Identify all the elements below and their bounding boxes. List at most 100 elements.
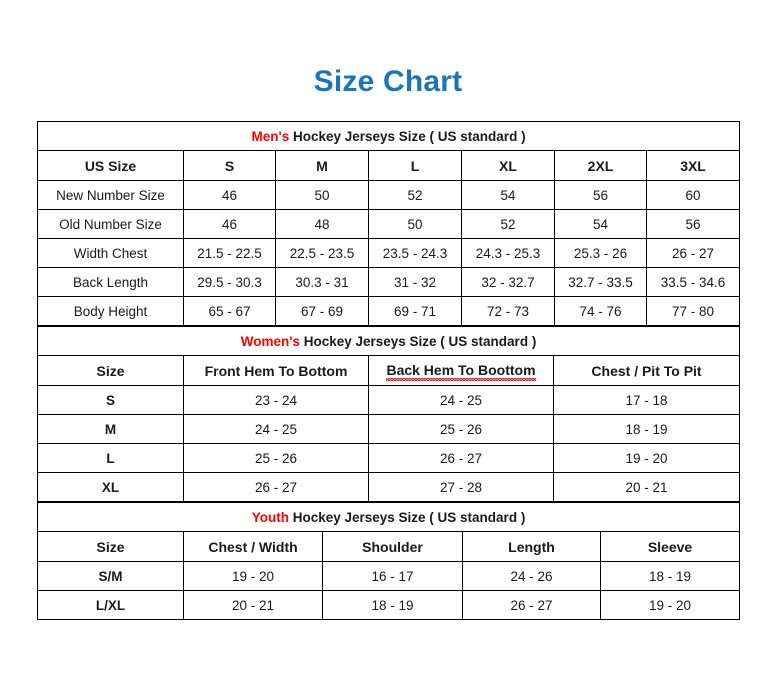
- mens-cell-0-2: 52: [368, 180, 462, 210]
- youth-col-header-1: Chest / Width: [183, 531, 323, 562]
- youth-banner-accent: Youth: [251, 509, 289, 525]
- womens-cell-2-0: 25 - 26: [183, 443, 369, 473]
- mens-cell-1-1: 48: [275, 209, 369, 239]
- youth-cell-1-3: 19 - 20: [599, 590, 741, 620]
- womens-col-header-0: Size: [37, 355, 184, 386]
- mens-cell-4-0: 65 - 67: [183, 296, 276, 326]
- womens-cell-3-1: 27 - 28: [368, 472, 554, 502]
- youth-cell-1-0: 20 - 21: [183, 590, 323, 620]
- mens-row-label-4: Body Height: [37, 296, 184, 326]
- youth-size-table: Youth Hockey Jerseys Size ( US standard …: [36, 502, 741, 620]
- table-row: Width Chest 21.5 - 22.5 22.5 - 23.5 23.5…: [37, 238, 741, 268]
- mens-cell-2-1: 22.5 - 23.5: [275, 238, 369, 268]
- womens-cell-0-1: 24 - 25: [368, 385, 554, 415]
- youth-cell-1-2: 26 - 27: [462, 590, 601, 620]
- womens-banner-rest: Hockey Jerseys Size ( US standard ): [299, 333, 537, 349]
- mens-size-table: Men's Hockey Jerseys Size ( US standard …: [36, 121, 741, 326]
- womens-cell-1-1: 25 - 26: [368, 414, 554, 444]
- mens-col-header-1: S: [183, 150, 276, 181]
- womens-column-header-row: Size Front Hem To Bottom Back Hem To Boo…: [37, 355, 741, 386]
- womens-col-header-1: Front Hem To Bottom: [183, 355, 369, 386]
- youth-section-banner: Youth Hockey Jerseys Size ( US standard …: [36, 502, 741, 532]
- mens-cell-0-4: 56: [554, 180, 647, 210]
- mens-section-banner: Men's Hockey Jerseys Size ( US standard …: [36, 121, 741, 151]
- youth-column-header-row: Size Chest / Width Shoulder Length Sleev…: [37, 531, 741, 562]
- youth-section-banner-row: Youth Hockey Jerseys Size ( US standard …: [36, 502, 741, 532]
- womens-cell-3-0: 26 - 27: [183, 472, 369, 502]
- mens-col-header-5: 2XL: [554, 150, 647, 181]
- mens-col-header-4: XL: [461, 150, 555, 181]
- mens-cell-4-4: 74 - 76: [554, 296, 647, 326]
- womens-row-label-1: M: [37, 414, 184, 444]
- table-row: Body Height 65 - 67 67 - 69 69 - 71 72 -…: [37, 296, 741, 326]
- mens-section-banner-row: Men's Hockey Jerseys Size ( US standard …: [36, 121, 741, 151]
- youth-cell-0-2: 24 - 26: [462, 561, 601, 591]
- table-row: S 23 - 24 24 - 25 17 - 18: [37, 385, 741, 415]
- misspelled-text: Back Hem To Boottom: [386, 362, 536, 381]
- mens-cell-4-2: 69 - 71: [368, 296, 462, 326]
- mens-cell-0-1: 50: [275, 180, 369, 210]
- womens-cell-3-2: 20 - 21: [552, 472, 741, 502]
- womens-cell-2-2: 19 - 20: [552, 443, 741, 473]
- womens-row-label-2: L: [37, 443, 184, 473]
- youth-cell-1-1: 18 - 19: [322, 590, 463, 620]
- mens-cell-2-0: 21.5 - 22.5: [183, 238, 276, 268]
- youth-cell-0-0: 19 - 20: [183, 561, 323, 591]
- table-row: L 25 - 26 26 - 27 19 - 20: [37, 443, 741, 473]
- youth-col-header-3: Length: [462, 531, 601, 562]
- mens-cell-4-3: 72 - 73: [461, 296, 555, 326]
- table-row: L/XL 20 - 21 18 - 19 26 - 27 19 - 20: [37, 590, 741, 620]
- table-row: Old Number Size 46 48 50 52 54 56: [37, 209, 741, 239]
- table-row: S/M 19 - 20 16 - 17 24 - 26 18 - 19: [37, 561, 741, 591]
- mens-row-label-1: Old Number Size: [37, 209, 184, 239]
- mens-row-label-0: New Number Size: [37, 180, 184, 210]
- mens-cell-4-5: 77 - 80: [645, 296, 741, 326]
- size-chart-table-container: Men's Hockey Jerseys Size ( US standard …: [36, 121, 741, 620]
- mens-cell-0-3: 54: [461, 180, 555, 210]
- mens-banner-accent: Men's: [251, 128, 290, 144]
- mens-cell-2-2: 23.5 - 24.3: [368, 238, 462, 268]
- womens-size-table: Women's Hockey Jerseys Size ( US standar…: [36, 326, 741, 502]
- womens-cell-0-0: 23 - 24: [183, 385, 369, 415]
- mens-col-header-3: L: [368, 150, 462, 181]
- youth-banner-rest: Hockey Jerseys Size ( US standard ): [288, 509, 526, 525]
- mens-cell-2-4: 25.3 - 26: [554, 238, 647, 268]
- youth-col-header-2: Shoulder: [322, 531, 463, 562]
- mens-row-label-3: Back Length: [37, 267, 184, 297]
- mens-col-header-2: M: [275, 150, 369, 181]
- womens-section-banner-row: Women's Hockey Jerseys Size ( US standar…: [36, 326, 741, 356]
- mens-cell-0-5: 60: [645, 180, 741, 210]
- womens-cell-1-2: 18 - 19: [552, 414, 741, 444]
- youth-col-header-4: Sleeve: [599, 531, 741, 562]
- mens-cell-1-5: 56: [645, 209, 741, 239]
- mens-cell-1-0: 46: [183, 209, 276, 239]
- table-row: M 24 - 25 25 - 26 18 - 19: [37, 414, 741, 444]
- womens-cell-0-2: 17 - 18: [552, 385, 741, 415]
- womens-cell-2-1: 26 - 27: [368, 443, 554, 473]
- womens-col-header-2: Back Hem To Boottom: [368, 355, 554, 386]
- womens-row-label-3: XL: [37, 472, 184, 502]
- youth-col-header-0: Size: [37, 531, 184, 562]
- womens-row-label-0: S: [37, 385, 184, 415]
- mens-cell-3-1: 30.3 - 31: [275, 267, 369, 297]
- youth-row-label-0: S/M: [37, 561, 184, 591]
- mens-cell-3-3: 32 - 32.7: [461, 267, 555, 297]
- youth-cell-0-3: 18 - 19: [599, 561, 741, 591]
- mens-cell-3-0: 29.5 - 30.3: [183, 267, 276, 297]
- page-title: Size Chart: [313, 65, 463, 98]
- mens-col-header-6: 3XL: [645, 150, 741, 181]
- table-row: XL 26 - 27 27 - 28 20 - 21: [37, 472, 741, 502]
- mens-cell-2-3: 24.3 - 25.3: [461, 238, 555, 268]
- womens-cell-1-0: 24 - 25: [183, 414, 369, 444]
- mens-cell-3-4: 32.7 - 33.5: [554, 267, 647, 297]
- youth-cell-0-1: 16 - 17: [322, 561, 463, 591]
- mens-cell-1-3: 52: [461, 209, 555, 239]
- mens-banner-rest: Hockey Jerseys Size ( US standard ): [289, 128, 526, 144]
- youth-row-label-1: L/XL: [37, 590, 184, 620]
- womens-section-banner: Women's Hockey Jerseys Size ( US standar…: [36, 326, 741, 356]
- mens-row-label-2: Width Chest: [37, 238, 184, 268]
- womens-col-header-3: Chest / Pit To Pit: [552, 355, 741, 386]
- mens-cell-0-0: 46: [183, 180, 276, 210]
- womens-banner-accent: Women's: [240, 333, 300, 349]
